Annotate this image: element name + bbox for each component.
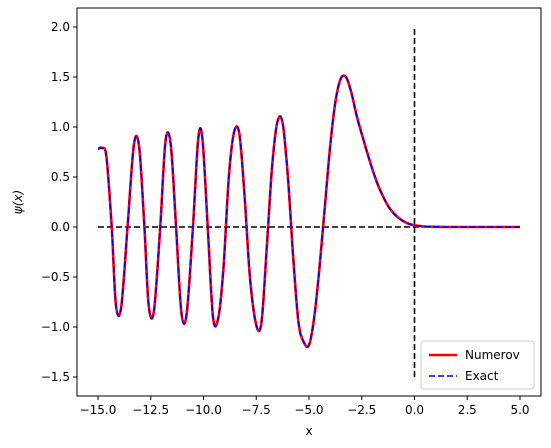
x-tick-label: −2.5 [347,403,376,417]
x-tick-label: 2.5 [458,403,477,417]
x-tick-label: −15.0 [80,403,117,417]
y-tick-label: 1.5 [51,70,70,84]
y-tick-label: 0.0 [51,220,70,234]
legend: Numerov Exact [420,340,535,390]
y-tick-label: −1.5 [41,370,70,384]
x-axis: −15.0 −12.5 −10.0 −7.5 −5.0 −2.5 0.0 2.5 5.0 [80,396,530,417]
legend-label-exact: Exact [465,369,499,383]
x-tick-label: −12.5 [132,403,169,417]
series-lines [97,74,520,349]
y-tick-label: −1.0 [41,320,70,334]
x-tick-label: 5.0 [510,403,529,417]
x-tick-label: −5.0 [294,403,323,417]
y-tick-label: −0.5 [41,270,70,284]
x-tick-label: 0.0 [405,403,424,417]
x-tick-label: −10.0 [185,403,222,417]
y-tick-label: 0.5 [51,170,70,184]
y-axis-label: ψ(x) [11,190,25,214]
y-tick-label: 1.0 [51,120,70,134]
series-line-exact [97,74,520,348]
x-axis-label: x [305,424,312,438]
legend-label-numerov: Numerov [465,348,520,362]
y-tick-label: 2.0 [51,20,70,34]
legend-box [420,340,535,390]
x-tick-label: −7.5 [242,403,271,417]
y-axis: −1.5 −1.0 −0.5 0.0 0.5 1.0 1.5 2.0 [41,20,77,384]
